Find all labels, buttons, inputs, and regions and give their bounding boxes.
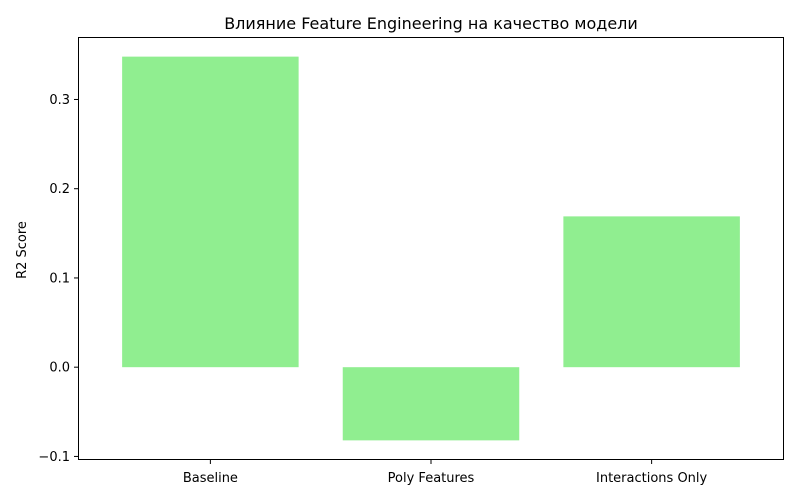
y-ticks-group: −0.1 0.0 0.1 0.2 0.3 (38, 93, 78, 465)
bar-poly-features (342, 367, 520, 441)
y-tick-label: 0.1 (49, 271, 70, 286)
plot-frame (78, 37, 784, 460)
x-tick-label: Interactions Only (596, 471, 708, 486)
x-ticks-group: Baseline Poly Features Interactions Only (183, 460, 708, 486)
y-tick-label: −0.1 (38, 450, 70, 465)
y-tick-label: 0.0 (49, 361, 70, 376)
y-tick-label: 0.2 (49, 182, 70, 197)
bars-group (122, 56, 740, 441)
y-tick-label: 0.3 (49, 93, 70, 108)
bar-baseline (122, 56, 299, 368)
y-axis-label: R2 Score (15, 221, 30, 279)
x-tick-label: Poly Features (388, 471, 475, 486)
chart-title: Влияние Feature Engineering на качество … (224, 14, 638, 33)
bar-interactions-only (563, 216, 740, 368)
x-tick-label: Baseline (183, 471, 238, 486)
